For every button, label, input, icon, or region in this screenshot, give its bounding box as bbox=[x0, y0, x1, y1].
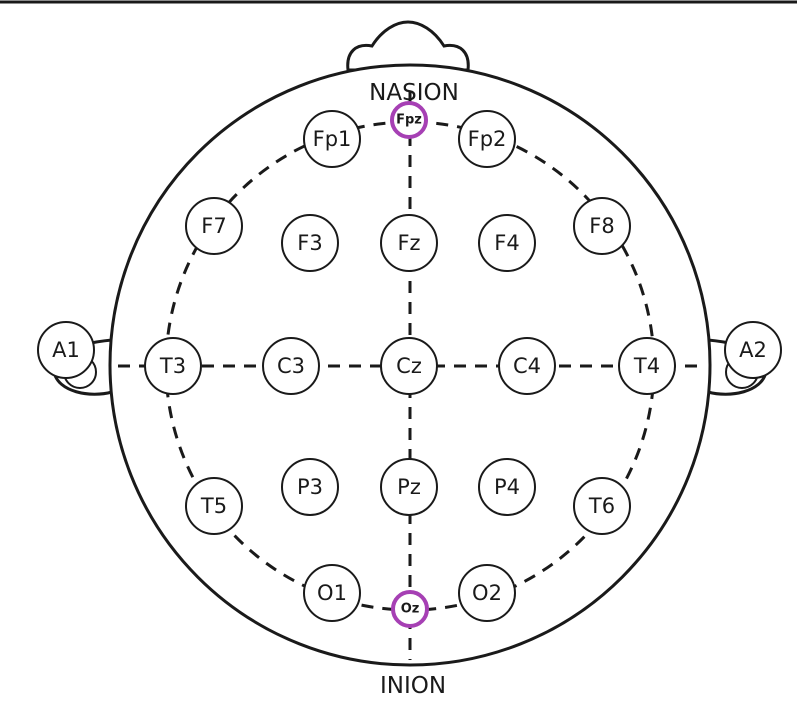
electrode-label: P4 bbox=[494, 475, 520, 499]
electrode-o1: O1 bbox=[303, 564, 361, 622]
inion-label: INION bbox=[380, 673, 446, 699]
electrode-label: T5 bbox=[200, 494, 227, 518]
electrode-fp2: Fp2 bbox=[458, 110, 516, 168]
electrode-label: Fz bbox=[397, 231, 420, 255]
electrode-label: F4 bbox=[494, 231, 519, 255]
electrode-f3: F3 bbox=[281, 214, 339, 272]
electrode-label: T6 bbox=[588, 494, 615, 518]
electrode-c3: C3 bbox=[262, 337, 320, 395]
electrode-t5: T5 bbox=[185, 477, 243, 535]
electrode-c4: C4 bbox=[498, 337, 556, 395]
electrode-label: F7 bbox=[201, 214, 226, 238]
electrode-t3: T3 bbox=[144, 337, 202, 395]
electrode-f7: F7 bbox=[185, 197, 243, 255]
electrode-label: C4 bbox=[513, 354, 541, 378]
electrode-label: Pz bbox=[397, 475, 421, 499]
electrode-label: F3 bbox=[297, 231, 322, 255]
electrode-label: O2 bbox=[472, 581, 502, 605]
electrode-p4: P4 bbox=[478, 458, 536, 516]
electrode-label: Fpz bbox=[396, 113, 422, 128]
electrode-p3: P3 bbox=[281, 458, 339, 516]
nose-outline bbox=[346, 20, 470, 72]
electrode-pz: Pz bbox=[380, 458, 438, 516]
electrode-t6: T6 bbox=[573, 477, 631, 535]
electrode-label: O1 bbox=[317, 581, 347, 605]
electrode-label: T4 bbox=[633, 354, 660, 378]
electrode-fpz: Fpz bbox=[390, 101, 428, 139]
electrode-a1: A1 bbox=[37, 321, 95, 379]
electrode-label: Cz bbox=[396, 354, 422, 378]
nasion-label: NASION bbox=[369, 80, 459, 106]
electrode-f8: F8 bbox=[573, 197, 631, 255]
electrode-label: Oz bbox=[401, 602, 420, 617]
electrode-label: A2 bbox=[739, 338, 767, 362]
electrode-t4: T4 bbox=[618, 337, 676, 395]
electrode-label: F8 bbox=[589, 214, 614, 238]
electrode-label: P3 bbox=[297, 475, 323, 499]
electrode-fz: Fz bbox=[380, 214, 438, 272]
electrode-oz: Oz bbox=[391, 590, 429, 628]
electrode-o2: O2 bbox=[458, 564, 516, 622]
electrode-label: Fp1 bbox=[313, 127, 352, 151]
electrode-label: T3 bbox=[159, 354, 186, 378]
electrode-label: C3 bbox=[277, 354, 305, 378]
electrode-cz: Cz bbox=[380, 337, 438, 395]
electrode-f4: F4 bbox=[478, 214, 536, 272]
electrode-label: A1 bbox=[52, 338, 80, 362]
electrode-fp1: Fp1 bbox=[303, 110, 361, 168]
electrode-a2: A2 bbox=[724, 321, 782, 379]
electrode-label: Fp2 bbox=[468, 127, 507, 151]
